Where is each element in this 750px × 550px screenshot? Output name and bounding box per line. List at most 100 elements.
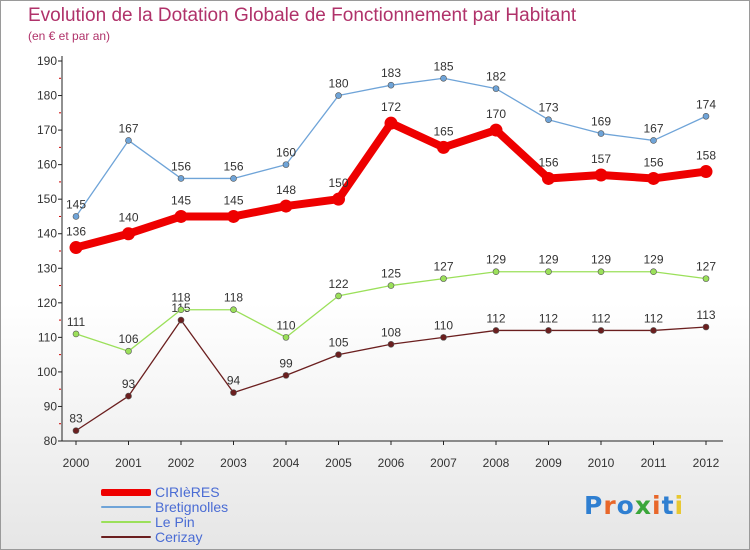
data-point (69, 241, 83, 255)
data-label: 150 (328, 176, 348, 190)
x-tick-label: 2005 (325, 456, 352, 470)
data-point (122, 227, 135, 241)
x-tick-label: 2003 (220, 456, 247, 470)
data-point (227, 209, 240, 223)
line-chart: 80 90 100 110 120 130 140 150 160 170 180 190 2000 20… (37, 54, 723, 470)
data-label: 94 (227, 374, 241, 388)
data-point (282, 372, 290, 379)
data-point (72, 330, 80, 338)
data-label: 129 (591, 253, 611, 267)
y-tick-label: 170 (37, 123, 57, 137)
data-label: 113 (696, 308, 715, 322)
data-label: 112 (591, 311, 610, 325)
data-label: 140 (118, 211, 138, 225)
data-label: 156 (171, 159, 191, 173)
data-label: 169 (591, 115, 611, 129)
data-point (702, 275, 710, 282)
logo-letter: o (616, 491, 635, 520)
data-label: 106 (118, 332, 138, 346)
y-tick-label: 80 (44, 434, 58, 448)
logo-letter: i (674, 491, 685, 520)
data-point (597, 130, 605, 137)
data-label: 136 (66, 225, 86, 239)
y-tick-label: 110 (38, 330, 57, 344)
data-label: 170 (486, 107, 506, 121)
legend-label: CIRIèRES (155, 484, 220, 500)
data-label: 105 (328, 336, 348, 350)
data-point (492, 327, 500, 334)
y-tick-label: 190 (37, 54, 57, 68)
x-tick-label: 2001 (115, 456, 142, 470)
data-point (72, 213, 80, 220)
chart-title: Evolution de la Dotation Globale de Fonc… (28, 5, 577, 26)
data-point (332, 192, 345, 206)
x-tick-label: 2008 (483, 456, 510, 470)
data-point (230, 389, 237, 396)
data-point (125, 347, 132, 355)
data-label: 156 (643, 155, 663, 169)
y-tick-label: 130 (37, 261, 57, 275)
data-label: 108 (381, 325, 401, 339)
legend-item: Bretignolles (101, 499, 321, 515)
data-label: 167 (118, 121, 138, 135)
x-tick-label: 2010 (588, 456, 615, 470)
data-label: 110 (434, 318, 453, 332)
data-label: 145 (171, 193, 191, 207)
data-point (597, 268, 605, 276)
y-tick-label: 160 (37, 158, 57, 172)
series-line (72, 119, 710, 252)
data-point (335, 292, 342, 300)
legend-swatch (101, 521, 151, 523)
x-tick-label: 2012 (693, 456, 720, 470)
data-label: 185 (433, 59, 453, 73)
legend-item: Le Pin (101, 514, 321, 530)
data-point (650, 327, 657, 334)
data-label: 110 (276, 318, 295, 332)
data-point (177, 175, 185, 182)
data-label: 145 (66, 197, 86, 211)
legend-item: Cerizay (101, 529, 321, 545)
legend-label: Cerizay (155, 529, 203, 545)
data-point (387, 340, 395, 348)
data-point (125, 392, 132, 400)
logo-letter: x (634, 491, 652, 520)
data-point (489, 123, 503, 137)
data-point (230, 175, 237, 182)
data-label: 127 (696, 260, 716, 274)
data-point (335, 351, 342, 358)
data-label: 156 (538, 155, 558, 169)
data-label: 127 (433, 260, 453, 274)
y-tick-label: 90 (44, 399, 58, 413)
data-point (492, 268, 500, 276)
data-label: 165 (433, 124, 453, 138)
data-point (177, 306, 185, 314)
data-point (702, 323, 710, 331)
data-label: 183 (381, 66, 401, 80)
data-label: 129 (538, 253, 558, 267)
data-point (282, 161, 290, 168)
data-point (282, 334, 290, 341)
data-point (72, 427, 80, 434)
data-label: 83 (69, 412, 83, 426)
data-label: 122 (328, 277, 348, 291)
data-label: 180 (328, 77, 348, 91)
data-point (647, 171, 660, 185)
data-label: 112 (539, 311, 558, 325)
data-label: 167 (643, 121, 663, 135)
data-label: 173 (538, 101, 558, 115)
legend: CIRIèRES Bretignolles Le Pin Cerizay (101, 484, 321, 545)
data-label: 112 (486, 311, 505, 325)
x-tick-label: 2009 (535, 456, 562, 470)
data-label: 182 (486, 70, 506, 84)
data-point (125, 137, 132, 144)
data-label: 172 (381, 100, 401, 114)
data-label: 174 (696, 97, 716, 111)
data-point (702, 112, 710, 120)
data-point (545, 116, 552, 124)
data-point (594, 168, 608, 182)
data-label: 125 (381, 267, 401, 281)
data-point (384, 116, 398, 130)
legend-label: Bretignolles (155, 499, 229, 515)
data-point (699, 165, 713, 179)
data-point (437, 140, 450, 154)
